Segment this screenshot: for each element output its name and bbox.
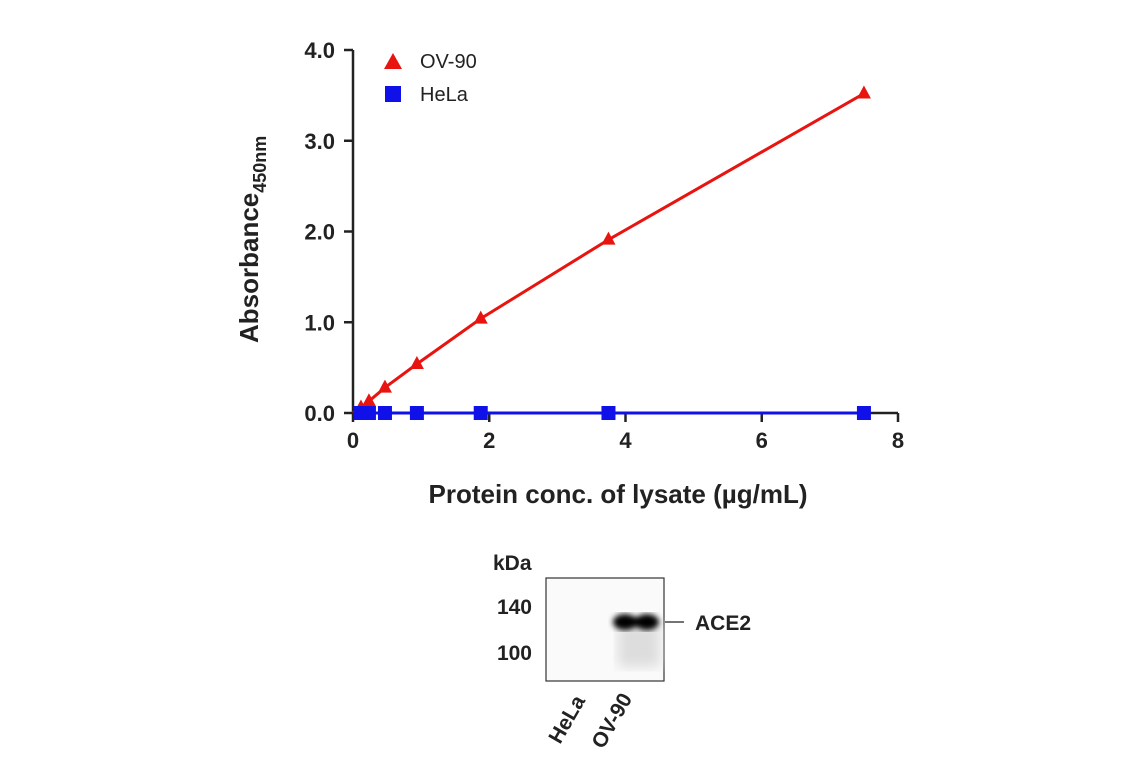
legend-label-ov90: OV-90 xyxy=(420,51,477,73)
x-tick-label: 8 xyxy=(892,428,904,453)
y-tick-label: 4.0 xyxy=(304,38,335,63)
series-line-ov-90 xyxy=(352,92,865,415)
marker-100: 100 xyxy=(497,642,532,665)
data-point-hela xyxy=(473,406,488,420)
band-label: ACE2 xyxy=(695,612,751,635)
x-tick-label: 4 xyxy=(619,428,632,453)
y-axis-label: Absorbance450nm xyxy=(234,136,270,343)
y-tick-label: 3.0 xyxy=(304,129,335,154)
data-point-ov-90 xyxy=(856,85,871,99)
legend-marker-hela xyxy=(385,86,401,102)
kda-label: kDa xyxy=(493,552,532,575)
lane-label-ov90: OV-90 xyxy=(587,689,637,752)
data-point-hela xyxy=(601,406,616,420)
x-tick-label: 6 xyxy=(756,428,768,453)
y-tick-label: 2.0 xyxy=(304,220,335,245)
western-blot: kDa 140 100 ACE2 HeLa OV-90 xyxy=(493,552,751,753)
x-tick-label: 0 xyxy=(347,428,359,453)
y-tick-label: 0.0 xyxy=(304,401,335,426)
x-axis-label: Protein conc. of lysate (µg/mL) xyxy=(428,479,807,509)
x-tick-label: 2 xyxy=(483,428,495,453)
marker-140: 140 xyxy=(497,596,532,619)
data-point-ov-90 xyxy=(361,393,376,407)
legend: OV-90 HeLa xyxy=(384,51,477,106)
data-point-hela xyxy=(856,406,871,420)
data-point-hela xyxy=(361,406,376,420)
data-point-hela xyxy=(377,406,392,420)
legend-marker-ov90 xyxy=(384,53,402,69)
data-point-hela xyxy=(409,406,424,420)
data-point-ov-90 xyxy=(473,310,488,324)
legend-label-hela: HeLa xyxy=(420,84,469,106)
data-point-ov-90 xyxy=(601,231,616,245)
y-tick-label: 1.0 xyxy=(304,310,335,335)
lane-label-hela: HeLa xyxy=(544,691,590,747)
ace2-band xyxy=(613,614,659,630)
data-point-ov-90 xyxy=(377,379,392,393)
data-point-ov-90 xyxy=(409,355,424,369)
